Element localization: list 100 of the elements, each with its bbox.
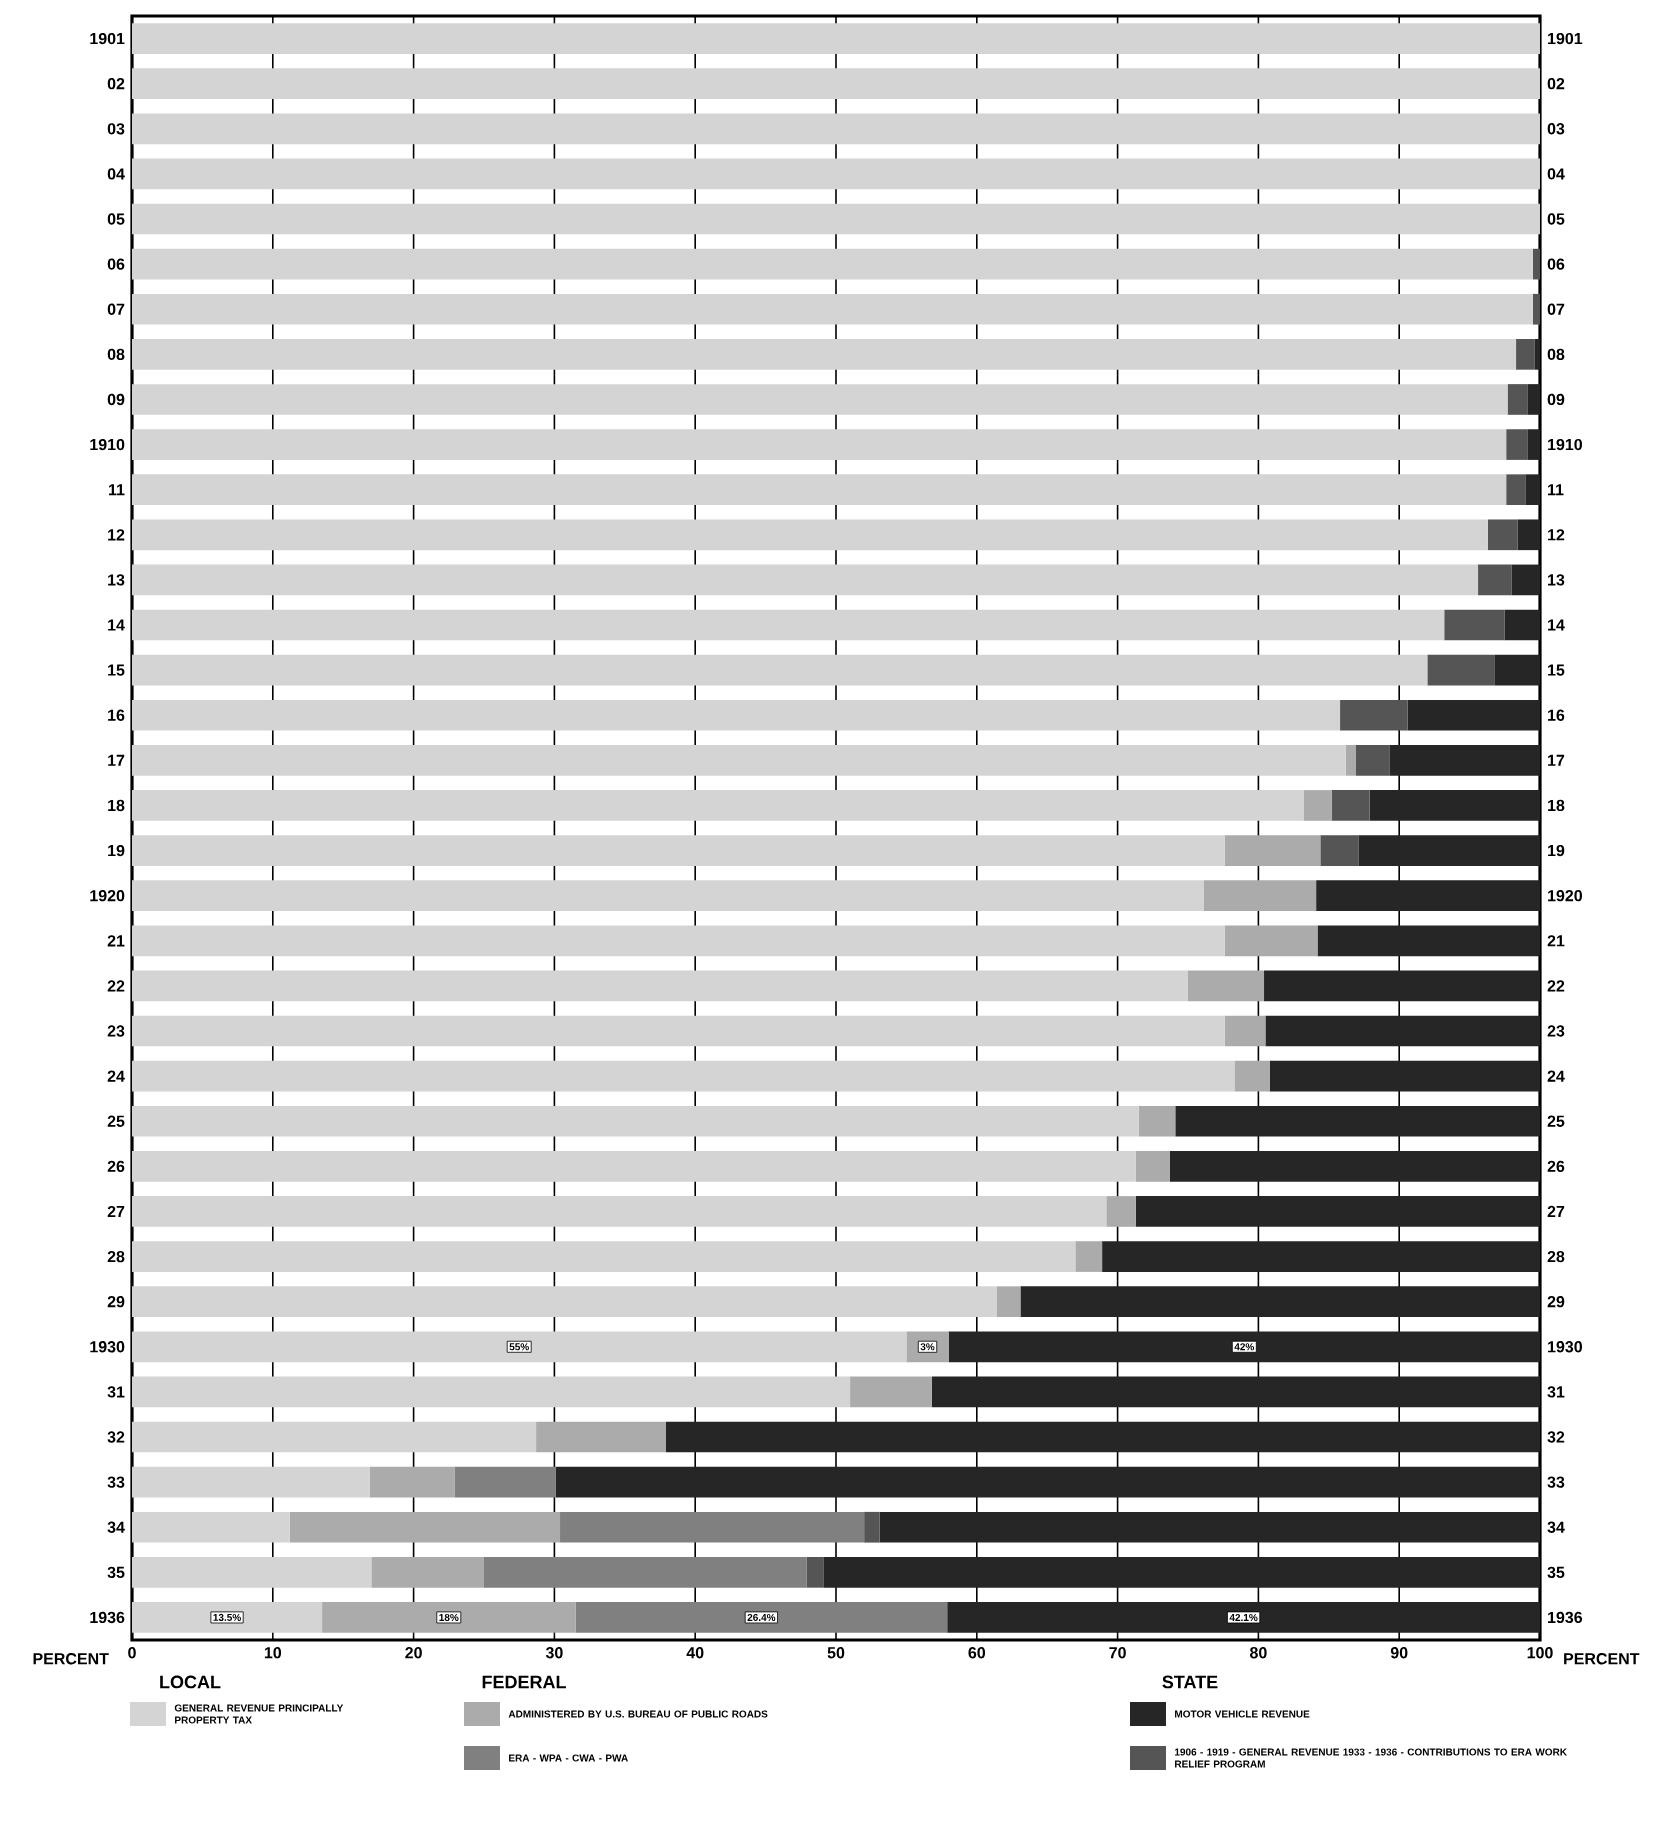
bar bbox=[454, 1466, 556, 1498]
bar bbox=[132, 1196, 1107, 1227]
y-tick-label: 25 bbox=[107, 1115, 125, 1127]
bar bbox=[823, 1557, 1540, 1588]
category-label: 13 bbox=[1548, 574, 1565, 586]
bar bbox=[132, 113, 1540, 145]
bar bbox=[1527, 429, 1540, 460]
y-tick-label: 32 bbox=[107, 1431, 125, 1443]
category-label: 25 bbox=[1547, 1115, 1565, 1127]
bar bbox=[132, 880, 1204, 912]
x-tick-label: 60 bbox=[968, 1647, 986, 1659]
bar bbox=[322, 1602, 576, 1633]
y-tick-label: 06 bbox=[107, 258, 125, 270]
bar bbox=[560, 1511, 865, 1543]
category-label: 21 bbox=[1547, 935, 1565, 947]
bar bbox=[132, 970, 1188, 1002]
y-tick-label: 08 bbox=[107, 348, 125, 361]
bar bbox=[1511, 564, 1540, 596]
bar bbox=[575, 1602, 948, 1633]
y-tick-label: 16 bbox=[108, 709, 125, 721]
bar bbox=[1303, 790, 1332, 821]
bar bbox=[1369, 790, 1540, 821]
bar bbox=[371, 1557, 484, 1588]
bar bbox=[1188, 970, 1265, 1002]
bar bbox=[132, 68, 1540, 100]
y-tick-label: 23 bbox=[107, 1025, 125, 1037]
x-tick-label: 20 bbox=[405, 1647, 422, 1659]
text: STATE bbox=[1162, 1675, 1218, 1689]
bar bbox=[1494, 654, 1540, 686]
x-tick-label: 40 bbox=[686, 1647, 704, 1659]
bar bbox=[132, 474, 1507, 506]
bar bbox=[1331, 790, 1370, 821]
bar bbox=[931, 1376, 1540, 1408]
bar bbox=[132, 1602, 323, 1633]
y-tick-label: 22 bbox=[107, 980, 125, 992]
bar bbox=[806, 1557, 824, 1588]
bar bbox=[132, 293, 1533, 325]
y-tick-label: 12 bbox=[108, 529, 125, 541]
bar bbox=[1534, 339, 1540, 370]
y-tick-label: 24 bbox=[107, 1070, 125, 1082]
y-tick-label: 1910 bbox=[90, 438, 125, 451]
y-tick-label: 1936 bbox=[90, 1611, 125, 1624]
bar bbox=[879, 1511, 1540, 1543]
bar bbox=[536, 1421, 666, 1453]
bar bbox=[132, 429, 1507, 460]
category-label: 28 bbox=[1547, 1250, 1565, 1263]
category-label: 32 bbox=[1547, 1431, 1565, 1443]
bar bbox=[132, 1421, 537, 1453]
y-tick-label: 29 bbox=[107, 1296, 125, 1308]
bar bbox=[1135, 1151, 1170, 1182]
bar bbox=[1317, 925, 1540, 957]
bar bbox=[1020, 1286, 1540, 1318]
x-axis-title: PERCENT bbox=[33, 1653, 109, 1665]
bar bbox=[289, 1511, 561, 1543]
y-tick-label: 21 bbox=[107, 935, 125, 947]
y-tick-label: 1920 bbox=[90, 890, 125, 902]
y-tick-label: 11 bbox=[109, 484, 125, 496]
bar bbox=[1532, 293, 1540, 325]
y-tick-label: 02 bbox=[107, 78, 125, 90]
y-tick-label: 1930 bbox=[90, 1341, 125, 1353]
category-label: 1930 bbox=[1548, 1341, 1582, 1353]
bar bbox=[1355, 745, 1390, 776]
y-tick-label: 03 bbox=[107, 123, 125, 135]
bar bbox=[132, 248, 1533, 280]
bar bbox=[132, 1015, 1225, 1047]
y-tick-label: 27 bbox=[107, 1205, 125, 1218]
x-tick-label: 30 bbox=[545, 1647, 563, 1659]
bar bbox=[132, 203, 1540, 235]
category-label: 1901 bbox=[1548, 32, 1583, 45]
bar bbox=[864, 1511, 880, 1543]
category-label: 1936 bbox=[1548, 1611, 1583, 1624]
bar bbox=[947, 1602, 1540, 1633]
category-label: 11 bbox=[1548, 484, 1564, 496]
bar bbox=[1224, 1015, 1266, 1047]
text: FEDERAL bbox=[482, 1675, 566, 1689]
category-label: 34 bbox=[1547, 1521, 1565, 1533]
bar bbox=[132, 23, 1540, 54]
x-tick-label: 70 bbox=[1109, 1647, 1126, 1659]
category-label: 07 bbox=[1547, 303, 1565, 315]
bar bbox=[1264, 970, 1540, 1002]
bar bbox=[1407, 699, 1540, 731]
bar bbox=[1487, 519, 1518, 551]
bar bbox=[1506, 429, 1528, 460]
bar bbox=[1516, 339, 1535, 370]
y-tick-label: 31 bbox=[107, 1386, 125, 1398]
bar bbox=[1138, 1105, 1176, 1137]
category-label: 35 bbox=[1547, 1566, 1565, 1579]
bar bbox=[1517, 519, 1540, 551]
y-tick-label: 34 bbox=[107, 1521, 125, 1533]
bar bbox=[132, 745, 1346, 776]
y-tick-label: 14 bbox=[108, 619, 125, 631]
category-label: 17 bbox=[1548, 754, 1565, 766]
bar bbox=[132, 609, 1445, 641]
category-label: 05 bbox=[1547, 213, 1565, 225]
bar bbox=[132, 699, 1341, 731]
bar bbox=[132, 1241, 1076, 1272]
category-label: 33 bbox=[1547, 1476, 1565, 1488]
bar bbox=[132, 519, 1488, 551]
category-label: 22 bbox=[1547, 980, 1565, 992]
bar bbox=[1507, 384, 1528, 415]
